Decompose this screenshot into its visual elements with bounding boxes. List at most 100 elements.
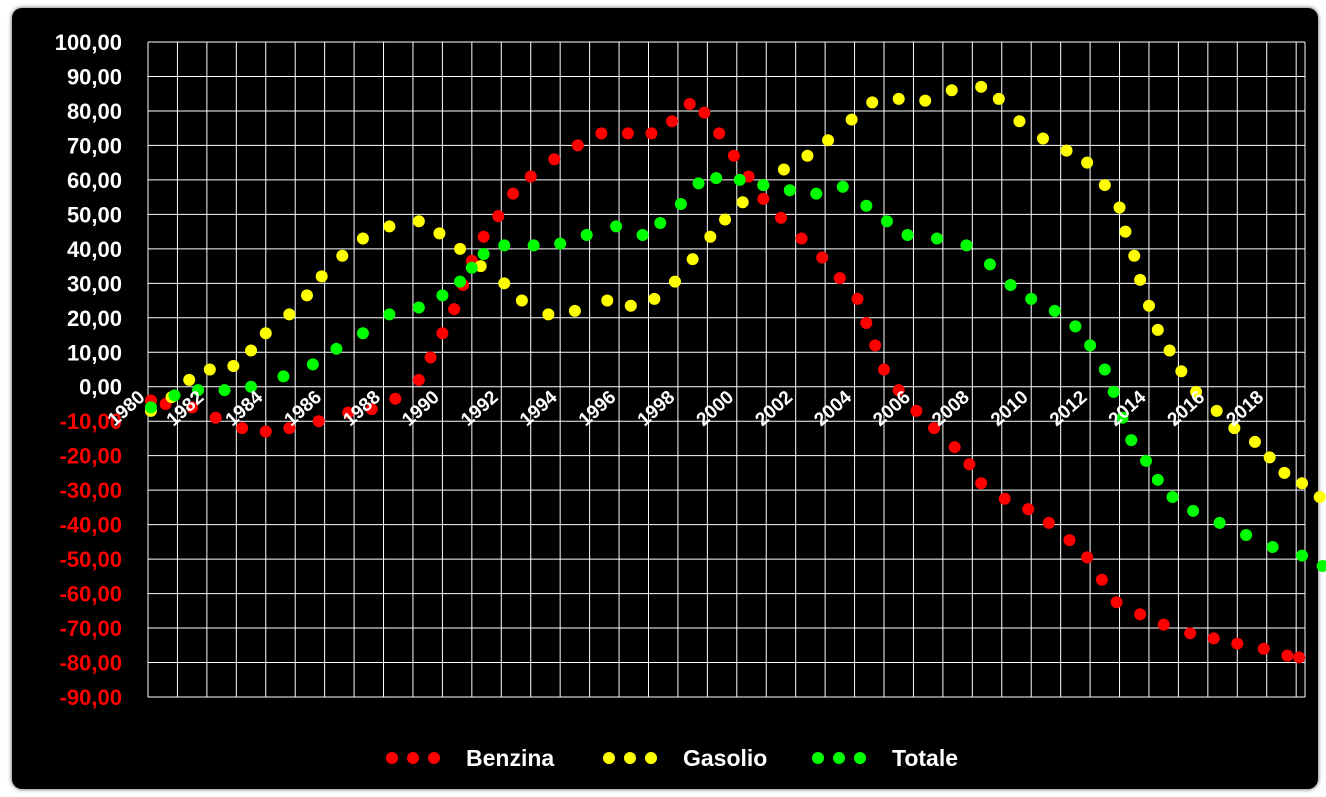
legend-label-totale: Totale <box>892 745 958 771</box>
data-point-totale <box>880 215 893 228</box>
data-point-totale <box>1213 516 1226 529</box>
data-point-benzina <box>365 403 378 416</box>
data-point-gasolio <box>1228 422 1241 435</box>
data-point-gasolio <box>1163 344 1176 357</box>
data-point-benzina <box>507 187 520 200</box>
data-point-benzina <box>1157 618 1170 631</box>
y-tick-label: -90,00 <box>60 685 122 710</box>
data-point-totale <box>1004 279 1017 292</box>
data-point-totale <box>1316 560 1326 572</box>
y-tick-label: 10,00 <box>67 340 122 365</box>
data-point-benzina <box>757 192 770 205</box>
data-point-totale <box>527 239 540 252</box>
x-tick-label: 2012 <box>1046 387 1091 431</box>
x-tick-label: 1990 <box>398 387 443 431</box>
data-point-gasolio <box>498 277 511 290</box>
data-point-gasolio <box>1175 365 1188 378</box>
data-point-totale <box>168 389 181 402</box>
data-point-benzina <box>963 458 976 471</box>
data-point-benzina <box>1063 534 1076 547</box>
x-tick-label: 1998 <box>634 387 679 431</box>
data-point-benzina <box>477 230 490 243</box>
data-point-totale <box>1069 320 1082 333</box>
data-point-gasolio <box>1313 491 1326 504</box>
x-tick-label: 2006 <box>869 387 914 431</box>
data-point-benzina <box>892 384 905 397</box>
data-point-benzina <box>998 492 1011 505</box>
data-point-totale <box>356 327 369 340</box>
data-point-gasolio <box>433 227 446 240</box>
data-point-totale <box>836 180 849 193</box>
x-tick-label: 2008 <box>928 387 973 431</box>
x-tick-label: 1994 <box>516 387 562 431</box>
data-point-totale <box>306 358 319 371</box>
data-point-gasolio <box>1278 466 1291 479</box>
y-tick-label: -40,00 <box>60 513 122 538</box>
y-tick-label: -30,00 <box>60 478 122 503</box>
legend-marker-benzina <box>428 752 440 764</box>
data-point-benzina <box>683 98 696 111</box>
data-point-gasolio <box>315 270 328 283</box>
data-point-benzina <box>1042 516 1055 529</box>
data-point-totale <box>901 229 914 242</box>
data-point-gasolio <box>454 242 467 255</box>
data-point-gasolio <box>183 373 196 386</box>
data-point-gasolio <box>648 292 661 305</box>
x-tick-label: 1988 <box>339 387 384 431</box>
data-point-benzina <box>548 153 561 166</box>
data-point-gasolio <box>704 230 717 243</box>
data-point-gasolio <box>515 294 528 307</box>
data-point-gasolio <box>624 299 637 312</box>
legend-marker-benzina <box>407 752 419 764</box>
grid <box>147 41 1306 698</box>
data-point-gasolio <box>686 253 699 266</box>
data-point-benzina <box>1081 551 1094 564</box>
data-point-benzina <box>342 406 355 419</box>
data-point-totale <box>674 198 687 211</box>
data-point-benzina <box>948 441 961 454</box>
data-point-gasolio <box>1128 249 1141 262</box>
data-point-totale <box>218 384 231 397</box>
y-axis-ticks: 100,00 90,00 80,00 70,00 60,00 50,00 40,00 30,0… <box>55 30 122 710</box>
data-point-gasolio <box>992 92 1005 105</box>
data-point-benzina <box>816 251 829 264</box>
data-point-totale <box>1125 434 1138 447</box>
y-tick-label: -50,00 <box>60 547 122 572</box>
data-point-gasolio <box>1263 451 1276 464</box>
data-point-totale <box>636 229 649 242</box>
data-point-totale <box>1151 473 1164 486</box>
data-point-gasolio <box>1113 201 1126 214</box>
y-tick-label: 80,00 <box>67 99 122 124</box>
data-point-totale <box>1107 385 1120 398</box>
data-point-gasolio <box>1151 323 1164 336</box>
data-point-totale <box>383 308 396 321</box>
data-point-gasolio <box>866 96 879 109</box>
data-point-totale <box>1240 528 1253 541</box>
data-point-totale <box>757 179 770 192</box>
data-point-gasolio <box>283 308 296 321</box>
data-point-gasolio <box>822 134 835 147</box>
data-point-benzina <box>492 210 505 223</box>
data-point-benzina <box>1257 642 1270 655</box>
data-point-gasolio <box>945 84 958 97</box>
data-point-benzina <box>727 149 740 162</box>
data-point-benzina <box>878 363 891 376</box>
x-tick-label: 2016 <box>1164 387 1209 431</box>
data-point-benzina <box>795 232 808 245</box>
legend-marker-totale <box>833 752 845 764</box>
data-point-benzina <box>283 422 296 435</box>
y-tick-label: 30,00 <box>67 271 122 296</box>
y-tick-label: 20,00 <box>67 306 122 331</box>
data-point-benzina <box>1231 637 1244 650</box>
y-tick-label: 0,00 <box>79 375 122 400</box>
data-point-gasolio <box>845 113 858 126</box>
data-point-gasolio <box>1248 435 1261 448</box>
data-point-benzina <box>1134 608 1147 621</box>
data-point-gasolio <box>542 308 555 321</box>
x-tick-label: 2018 <box>1223 387 1268 431</box>
data-point-gasolio <box>719 213 732 226</box>
data-point-totale <box>245 380 258 393</box>
y-tick-label: 70,00 <box>67 133 122 158</box>
data-point-benzina <box>1022 503 1035 516</box>
